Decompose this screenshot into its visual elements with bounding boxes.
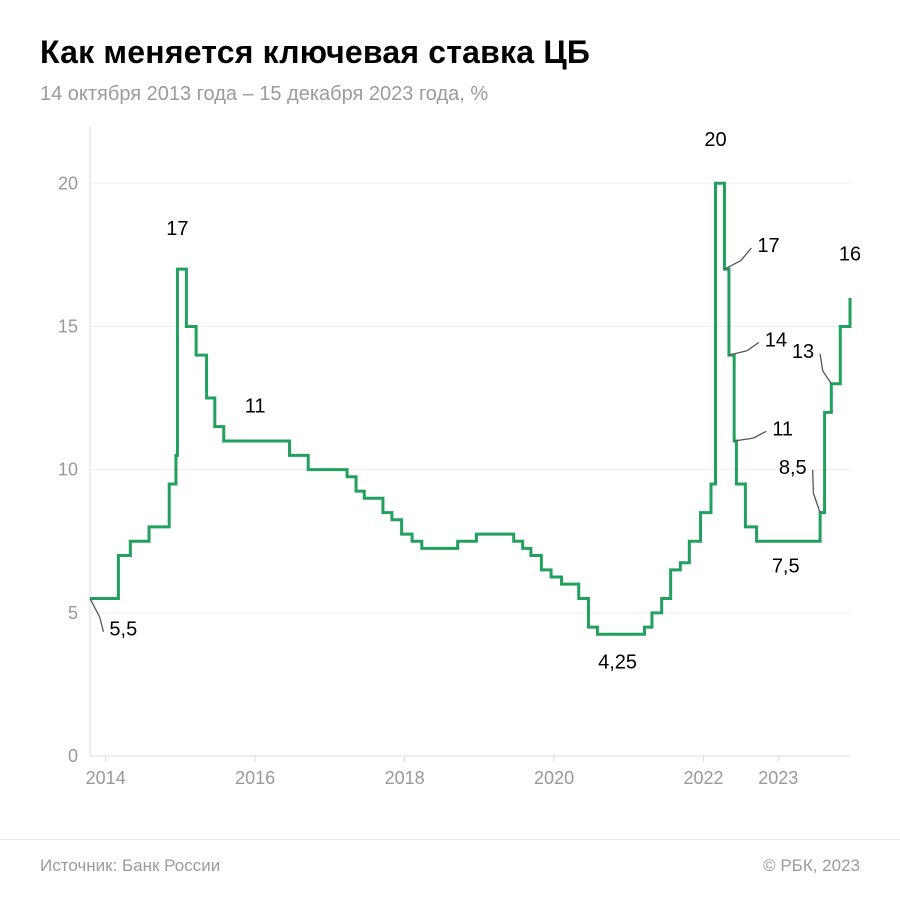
annotation-label: 16 <box>839 244 860 266</box>
annotation-leader <box>729 351 747 355</box>
annotation-leader <box>753 431 766 438</box>
annotation-label: 14 <box>765 330 787 352</box>
annotation-label: 8,5 <box>779 457 807 479</box>
y-tick-label: 15 <box>58 316 78 336</box>
rate-stepline <box>90 183 850 634</box>
annotation-label: 11 <box>772 418 793 440</box>
annotation-leader <box>747 343 759 351</box>
annotation-leader <box>90 599 100 618</box>
chart-area: 051015202014201620182020202220235,517114… <box>40 116 860 796</box>
copyright-label: © РБК, 2023 <box>763 856 860 876</box>
x-tick-label: 2022 <box>684 768 724 788</box>
annotation-leader <box>823 371 832 384</box>
annotation-leader <box>813 470 814 493</box>
annotation-leader <box>813 493 820 512</box>
y-tick-label: 5 <box>68 603 78 623</box>
y-tick-label: 10 <box>58 460 78 480</box>
annotation-leader <box>724 261 740 270</box>
y-tick-label: 20 <box>58 173 78 193</box>
chart-title: Как меняется ключевая ставка ЦБ <box>40 34 860 71</box>
chart-footer: Источник: Банк России © РБК, 2023 <box>0 839 900 900</box>
annotation-label: 17 <box>166 218 188 240</box>
annotation-leader <box>100 617 104 632</box>
y-tick-label: 0 <box>68 746 78 766</box>
annotation-label: 20 <box>704 129 726 151</box>
annotation-leader <box>741 248 751 261</box>
x-tick-label: 2016 <box>235 768 275 788</box>
chart-subtitle: 14 октября 2013 года – 15 декабря 2023 г… <box>40 83 860 106</box>
annotation-label: 4,25 <box>598 652 637 674</box>
annotation-label: 17 <box>757 235 779 257</box>
annotation-label: 13 <box>792 341 814 363</box>
x-tick-label: 2014 <box>86 768 126 788</box>
x-tick-label: 2020 <box>534 768 574 788</box>
source-label: Источник: Банк России <box>40 856 220 876</box>
stepline-chart: 051015202014201620182020202220235,517114… <box>40 116 860 796</box>
annotation-leader <box>820 354 823 371</box>
annotation-label: 5,5 <box>109 619 137 641</box>
x-tick-label: 2023 <box>758 768 798 788</box>
x-tick-label: 2018 <box>385 768 425 788</box>
annotation-label: 11 <box>245 395 266 417</box>
annotation-label: 7,5 <box>772 556 800 578</box>
